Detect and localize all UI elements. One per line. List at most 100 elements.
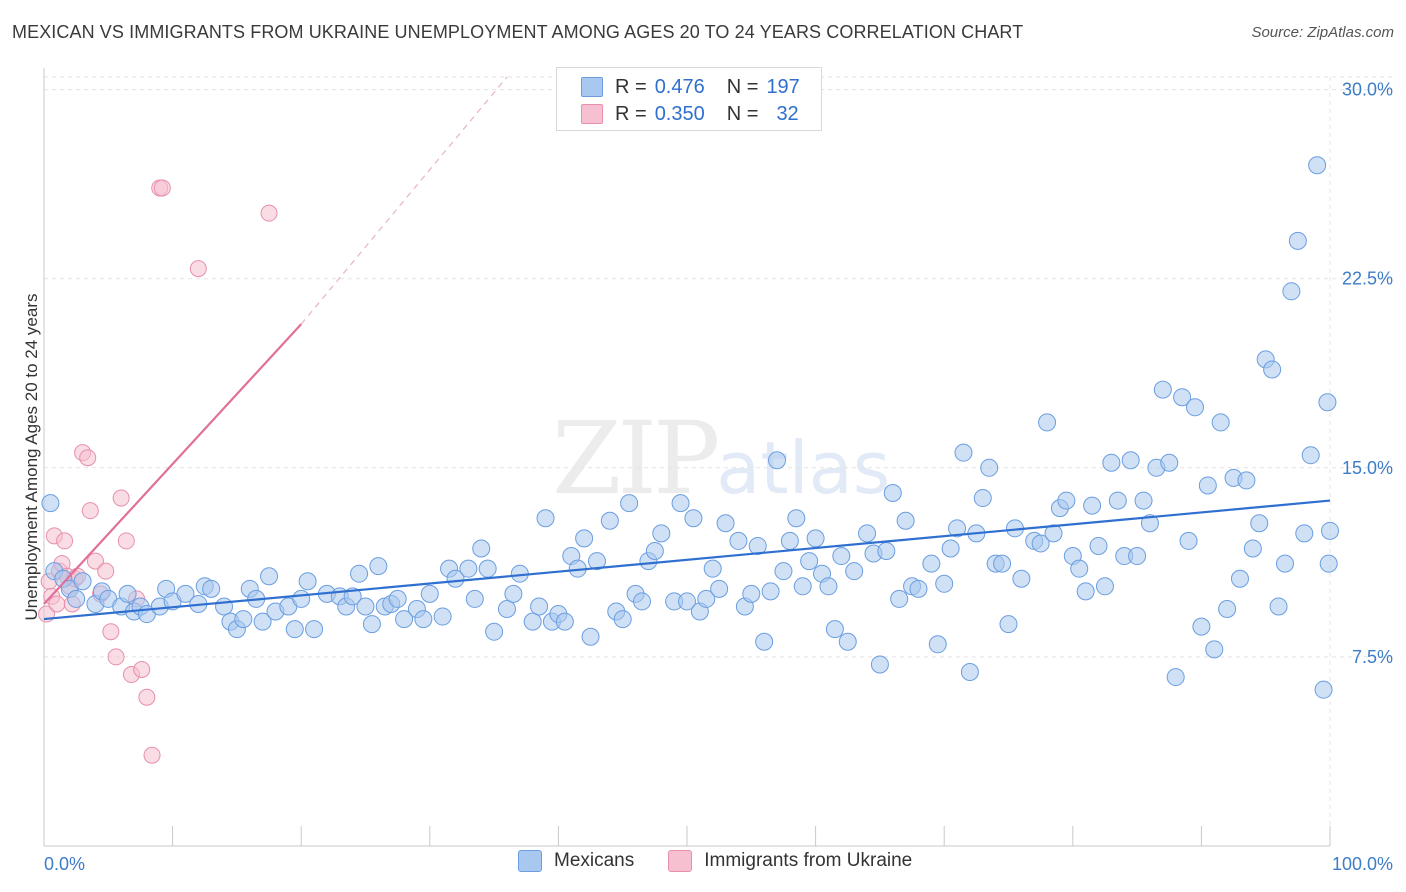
point-mexicans [613, 610, 632, 629]
series-swatch-blue [518, 850, 542, 872]
point-ukraine [107, 648, 125, 666]
point-mexicans [1282, 282, 1301, 301]
point-mexicans [1102, 453, 1121, 472]
point-ukraine [112, 489, 130, 507]
point-mexicans [1012, 569, 1031, 588]
trend-line-ukraine [43, 323, 303, 605]
point-mexicans [645, 542, 664, 561]
point-mexicans [1205, 640, 1224, 659]
point-mexicans [478, 559, 497, 578]
point-mexicans [459, 559, 478, 578]
point-mexicans [1198, 476, 1217, 495]
point-mexicans [343, 587, 362, 606]
point-mexicans [960, 663, 979, 682]
point-mexicans [858, 524, 877, 543]
point-mexicans [234, 610, 253, 629]
point-ukraine [117, 532, 135, 550]
legend-swatch-pink [581, 104, 603, 124]
axes [43, 68, 1331, 847]
point-mexicans [710, 579, 729, 598]
point-mexicans [652, 524, 671, 543]
point-mexicans [395, 610, 414, 629]
point-mexicans [587, 552, 606, 571]
legend-n-value: 197 [766, 75, 800, 98]
point-mexicans [716, 514, 735, 533]
point-mexicans [260, 567, 279, 586]
point-mexicans [497, 599, 516, 618]
point-ukraine [133, 661, 151, 679]
point-mexicans [832, 547, 851, 566]
y-tick-label: 7.5% [1352, 647, 1393, 667]
point-mexicans [118, 584, 137, 603]
point-mexicans [530, 597, 549, 616]
point-mexicans [922, 554, 941, 573]
point-ukraine [48, 595, 66, 613]
point-mexicans [369, 557, 388, 576]
point-mexicans [202, 579, 221, 598]
grid-lines [44, 76, 1392, 846]
point-mexicans [581, 627, 600, 646]
point-mexicans [1076, 582, 1095, 601]
point-mexicans [350, 564, 369, 583]
point-mexicans [1153, 380, 1172, 399]
point-mexicans [420, 584, 439, 603]
point-mexicans [909, 579, 928, 598]
point-mexicans [1089, 536, 1108, 555]
point-mexicans [215, 597, 234, 616]
series-legend-mexicans[interactable]: Mexicans [518, 850, 634, 872]
point-mexicans [800, 552, 819, 571]
point-mexicans [1295, 524, 1314, 543]
point-ukraine [81, 502, 99, 520]
point-mexicans [1318, 393, 1337, 412]
point-mexicans [948, 519, 967, 538]
trend-extension-ukraine [300, 76, 508, 325]
point-mexicans [472, 539, 491, 558]
point-mexicans [575, 529, 594, 548]
point-ukraine [56, 532, 74, 550]
legend-n-label: N = [726, 75, 759, 98]
point-mexicans [1179, 531, 1198, 550]
point-mexicans [993, 554, 1012, 573]
point-mexicans [793, 577, 812, 596]
point-mexicans [1134, 491, 1153, 510]
y-tick-label: 22.5% [1342, 269, 1393, 289]
point-mexicans [838, 632, 857, 651]
point-mexicans [761, 582, 780, 601]
series-legend-ukraine[interactable]: Immigrants from Ukraine [668, 850, 912, 872]
point-mexicans [536, 509, 555, 528]
point-mexicans [780, 531, 799, 550]
legend-r-value: 0.476 [654, 75, 705, 98]
point-ukraine [86, 552, 104, 570]
point-mexicans [928, 635, 947, 654]
point-mexicans [1243, 539, 1262, 558]
point-mexicans [67, 589, 86, 608]
point-mexicans [1269, 597, 1288, 616]
point-mexicans [684, 509, 703, 528]
point-mexicans [1070, 559, 1089, 578]
points-ukraine [38, 179, 278, 764]
point-mexicans [73, 572, 92, 591]
legend-n-value: 32 [776, 102, 799, 125]
point-mexicans [973, 489, 992, 508]
point-mexicans [1057, 491, 1076, 510]
point-mexicans [1044, 524, 1063, 543]
chart-title: MEXICAN VS IMMIGRANTS FROM UKRAINE UNEMP… [12, 22, 1024, 42]
point-mexicans [1250, 514, 1269, 533]
point-mexicans [671, 494, 690, 513]
point-mexicans [1288, 231, 1307, 250]
point-mexicans [176, 584, 195, 603]
point-mexicans [890, 589, 909, 608]
point-mexicans [1263, 360, 1282, 379]
trend-lines [43, 76, 1331, 621]
stats-legend: R = 0.476 N = 197 R = 0.350 N = 32 [556, 67, 822, 131]
point-mexicans [555, 612, 574, 631]
legend-r-label: R = [615, 102, 647, 125]
point-mexicans [755, 632, 774, 651]
point-mexicans [1321, 521, 1339, 540]
point-mexicans [1319, 554, 1338, 573]
point-ukraine [102, 623, 120, 641]
point-mexicans [414, 610, 433, 629]
point-mexicans [941, 539, 960, 558]
point-mexicans [362, 615, 381, 634]
x-tick-label-max: 100.0% [1332, 854, 1393, 874]
